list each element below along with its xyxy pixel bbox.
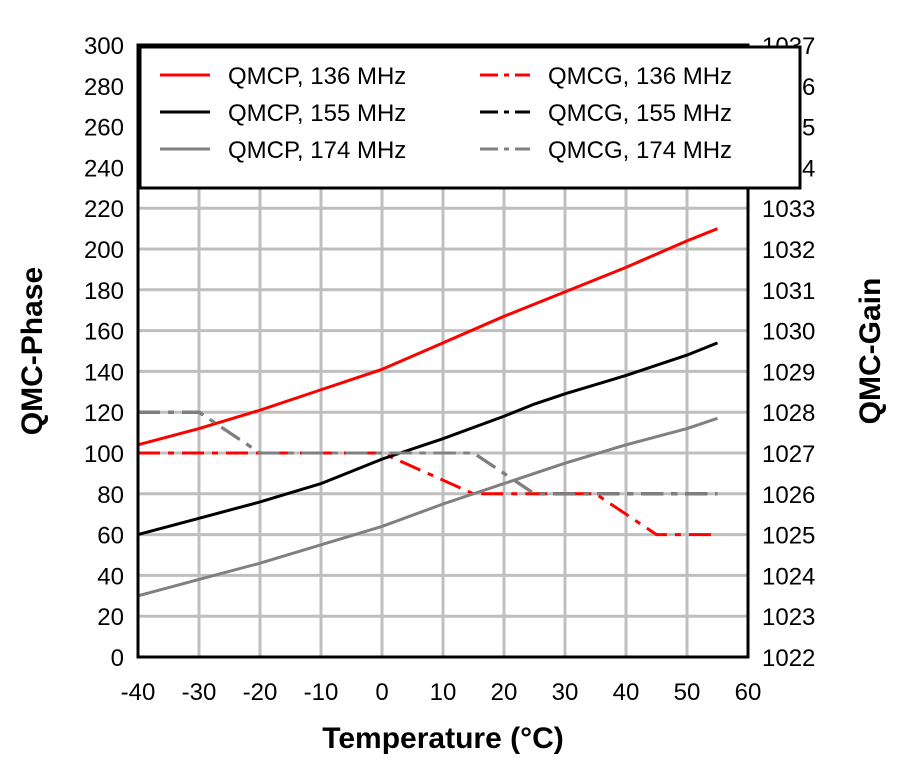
y2-tick-label: 1025 [762,523,815,550]
x-tick-label: -40 [121,679,156,706]
series-line-0 [137,227,719,447]
y-tick-label: 100 [84,441,124,468]
y2-tick-label: 1026 [762,482,815,509]
x-tick-label: 50 [674,679,701,706]
y2-tick-label: 1032 [762,237,815,264]
series-line-1 [138,451,718,537]
y-tick-label: 60 [97,523,124,550]
x-tick-label: -30 [182,679,217,706]
legend-entry: QMCG, 136 MHz [548,63,732,90]
x-tick-label: 30 [552,679,579,706]
y-tick-label: 180 [84,278,124,305]
x-tick-label: 20 [491,679,518,706]
y2-tick-label: 1029 [762,359,815,386]
x-tick-label: 40 [613,679,640,706]
series-line-5 [138,410,718,496]
y-tick-label: 280 [84,74,124,101]
y-tick-label: 260 [84,115,124,142]
plot-frame [136,43,750,659]
y2-axis-label: QMC-Gain [854,278,887,425]
x-axis-label: Temperature (°C) [322,722,563,755]
x-tick-label: 60 [735,679,762,706]
y-tick-label: 140 [84,359,124,386]
y-tick-label: 20 [97,604,124,631]
legend-entry: QMCG, 155 MHz [548,100,732,127]
y2-tick-label: 1030 [762,319,815,346]
x-tick-label: -20 [243,679,278,706]
y-tick-label: 300 [84,33,124,60]
x-tick-label: 0 [375,679,388,706]
y-tick-label: 40 [97,563,124,590]
y-tick-label: 120 [84,400,124,427]
y-axis-label: QMC-Phase [16,267,49,435]
legend-entry: QMCG, 174 MHz [548,137,732,164]
y-tick-label: 220 [84,196,124,223]
y-tick-label: 240 [84,155,124,182]
series-line-2 [137,341,719,537]
y-tick-label: 160 [84,319,124,346]
y2-tick-label: 1027 [762,441,815,468]
y2-tick-label: 1033 [762,196,815,223]
y-tick-label: 0 [111,645,124,672]
y2-tick-label: 1024 [762,563,815,590]
series-line-4 [137,416,718,598]
x-tick-label: -10 [304,679,339,706]
legend: QMCP, 136 MHz QMCP, 155 MHz QMCP, 174 MHz Q… [138,45,802,190]
y-tick-label: 80 [97,482,124,509]
x-tick-label: 10 [430,679,457,706]
legend-entry: QMCP, 174 MHz [228,137,406,164]
y2-tick-label: 1031 [762,278,815,305]
y2-tick-label: 1028 [762,400,815,427]
legend-entry: QMCP, 136 MHz [228,63,406,90]
legend-entry: QMCP, 155 MHz [228,100,406,127]
y-tick-label: 200 [84,237,124,264]
y2-tick-label: 1022 [762,645,815,672]
series-lines [137,227,719,598]
y2-tick-label: 1023 [762,604,815,631]
